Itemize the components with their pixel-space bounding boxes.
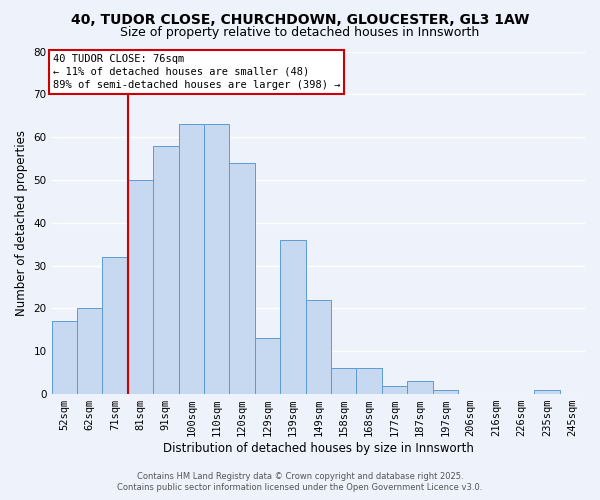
Bar <box>229 163 255 394</box>
Bar <box>305 300 331 394</box>
Bar <box>153 146 179 394</box>
Bar <box>433 390 458 394</box>
Bar <box>103 257 128 394</box>
Bar <box>77 308 103 394</box>
Bar <box>255 338 280 394</box>
Text: Contains HM Land Registry data © Crown copyright and database right 2025.
Contai: Contains HM Land Registry data © Crown c… <box>118 472 482 492</box>
Bar <box>534 390 560 394</box>
Text: 40, TUDOR CLOSE, CHURCHDOWN, GLOUCESTER, GL3 1AW: 40, TUDOR CLOSE, CHURCHDOWN, GLOUCESTER,… <box>71 12 529 26</box>
Text: Size of property relative to detached houses in Innsworth: Size of property relative to detached ho… <box>121 26 479 39</box>
Y-axis label: Number of detached properties: Number of detached properties <box>15 130 28 316</box>
Bar <box>280 240 305 394</box>
Bar <box>204 124 229 394</box>
Bar <box>52 322 77 394</box>
Bar <box>356 368 382 394</box>
Bar <box>382 386 407 394</box>
Text: 40 TUDOR CLOSE: 76sqm
← 11% of detached houses are smaller (48)
89% of semi-deta: 40 TUDOR CLOSE: 76sqm ← 11% of detached … <box>53 54 340 90</box>
Bar <box>179 124 204 394</box>
X-axis label: Distribution of detached houses by size in Innsworth: Distribution of detached houses by size … <box>163 442 474 455</box>
Bar <box>407 381 433 394</box>
Bar <box>331 368 356 394</box>
Bar <box>128 180 153 394</box>
